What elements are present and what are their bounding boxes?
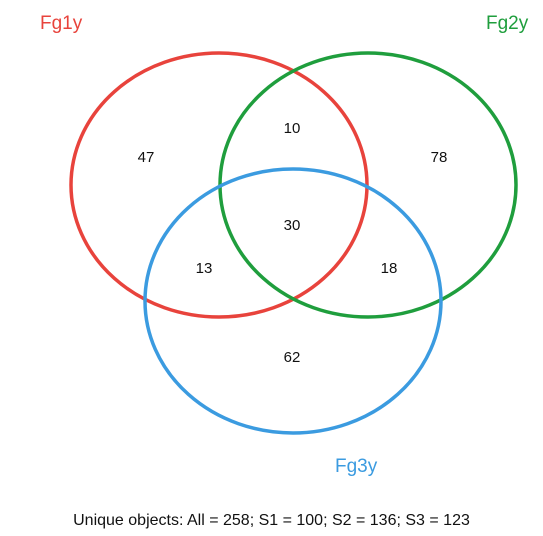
unique-objects-summary: Unique objects: All = 258; S1 = 100; S2 … [73,512,470,529]
region-count-fg1y-fg3y: 13 [196,260,213,277]
region-count-fg2y-fg3y: 18 [381,260,398,277]
region-count-fg1y-fg2y: 10 [284,120,301,137]
set-label-fg2y: Fg2y [486,13,529,34]
set-circle-fg3y [143,167,443,435]
region-count-only-fg2y: 78 [431,149,448,166]
region-count-all-three: 30 [284,217,301,234]
set-label-fg1y: Fg1y [40,13,83,34]
set-label-fg3y: Fg3y [335,456,378,477]
region-count-only-fg3y: 62 [284,349,301,366]
region-count-only-fg1y: 47 [138,149,155,166]
